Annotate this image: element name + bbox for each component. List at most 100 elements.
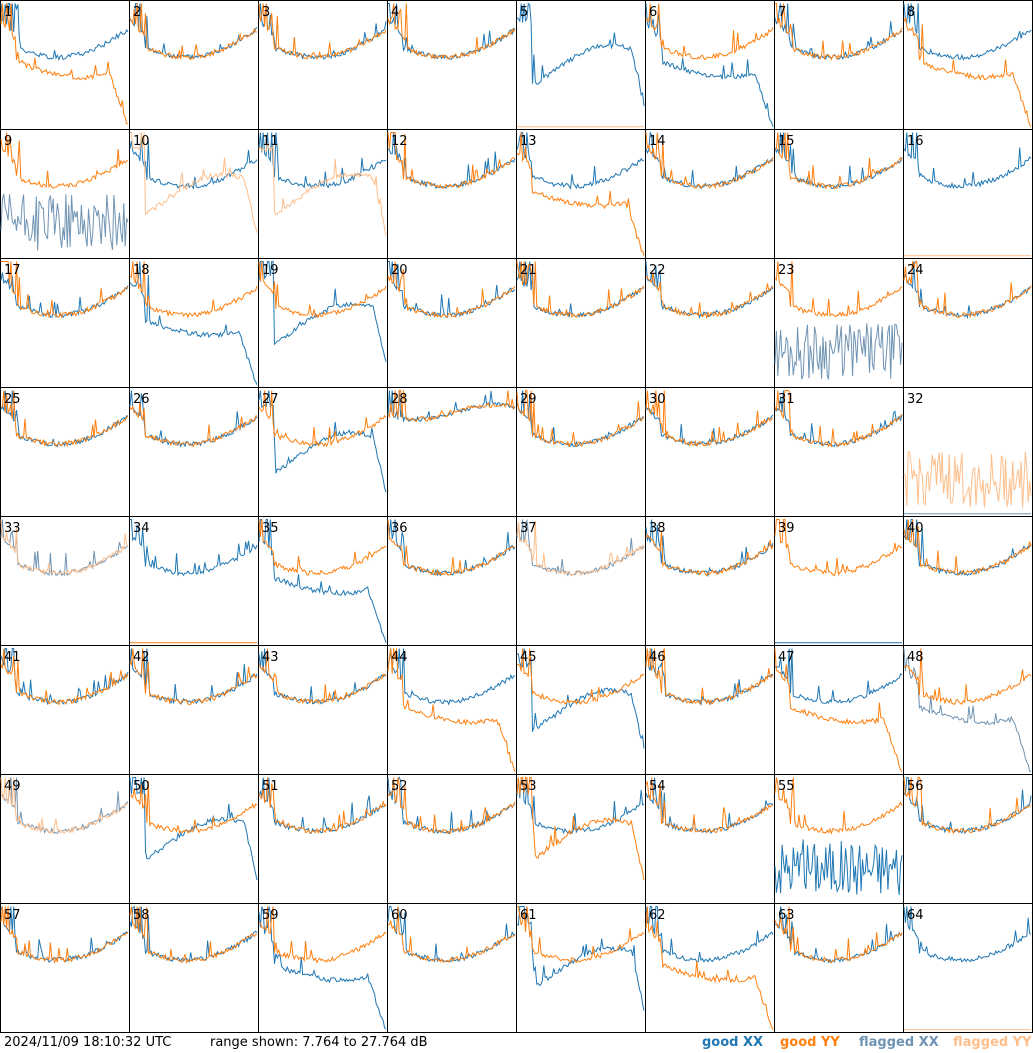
panel-label: 39 — [778, 521, 795, 536]
series-xx-line — [387, 776, 516, 835]
series-yy-line — [387, 519, 516, 576]
series-yy-line — [903, 17, 1032, 127]
panel-label: 23 — [778, 263, 795, 278]
series-yy-line — [0, 3, 129, 125]
series-xx-line — [516, 2, 645, 107]
series-xx-line — [903, 132, 1032, 190]
panel-label: 30 — [649, 392, 666, 407]
panel-11: 11 — [258, 129, 388, 259]
series-xx-line — [0, 272, 129, 319]
series-yy-line — [387, 390, 516, 423]
panel-15: 15 — [774, 129, 904, 259]
series-yy-line — [0, 519, 129, 576]
panel-29: 29 — [516, 387, 646, 517]
range-text: range shown: 7.764 to 27.764 dB — [210, 1035, 428, 1050]
panel-36: 36 — [387, 516, 517, 646]
series-xx-line — [645, 906, 774, 963]
panel-label: 62 — [649, 908, 666, 923]
series-yy-line — [645, 530, 774, 577]
series-yy-line — [258, 261, 387, 319]
series-xx-line — [258, 390, 387, 493]
panel-45: 45 — [516, 645, 646, 775]
series-yy-line — [774, 132, 903, 190]
panel-61: 61 — [516, 903, 646, 1033]
series-yy-line — [258, 519, 387, 576]
series-yy-line — [0, 390, 129, 448]
panel-label: 6 — [649, 5, 657, 20]
series-xx-line — [516, 906, 645, 1011]
series-yy-line — [645, 132, 774, 190]
panel-label: 13 — [520, 134, 537, 149]
panel-62: 62 — [645, 903, 775, 1033]
panel-2: 2 — [129, 0, 259, 130]
panel-25: 25 — [0, 387, 130, 517]
series-xx-line — [387, 390, 516, 423]
series-xx-line — [774, 648, 903, 704]
panel-26: 26 — [129, 387, 259, 517]
panel-47: 47 — [774, 645, 904, 775]
panel-63: 63 — [774, 903, 904, 1033]
panel-label: 26 — [133, 392, 150, 407]
legend-good-xx: good XX — [702, 1033, 763, 1053]
panel-20: 20 — [387, 258, 517, 388]
timestamp: 2024/11/09 18:10:32 UTC — [4, 1035, 172, 1050]
panel-16: 16 — [903, 129, 1033, 259]
series-yy-line — [516, 520, 645, 577]
series-yy-line — [645, 648, 774, 706]
series-yy-line — [516, 777, 645, 881]
series-xx-line — [387, 648, 516, 706]
panel-1: 1 — [0, 0, 130, 130]
panel-label: 60 — [391, 908, 408, 923]
panel-label: 21 — [520, 263, 537, 278]
panel-33: 33 — [0, 516, 130, 646]
series-xx-line — [258, 519, 387, 643]
series-yy-line — [130, 132, 258, 233]
panel-18: 18 — [129, 258, 259, 388]
panel-label: 43 — [262, 650, 279, 665]
series-yy-line — [774, 777, 903, 835]
panel-label: 46 — [649, 650, 666, 665]
panel-frame — [516, 0, 646, 130]
panel-label: 11 — [262, 134, 279, 149]
series-yy-line — [387, 648, 516, 772]
legend-word: flagged — [953, 1035, 1013, 1050]
panel-label: 17 — [4, 263, 21, 278]
legend-word: good — [702, 1035, 743, 1050]
panel-frame — [645, 0, 775, 130]
panel-label: 25 — [4, 392, 21, 407]
series-yy-line — [388, 906, 516, 963]
panel-label: 61 — [520, 908, 537, 923]
panel-label: 50 — [133, 779, 150, 794]
panel-label: 56 — [907, 779, 924, 794]
panel-51: 51 — [258, 774, 388, 904]
legend-good-yy: good YY — [780, 1033, 840, 1053]
series-yy-line — [903, 519, 1032, 576]
panel-42: 42 — [129, 645, 259, 775]
series-yy-line — [0, 777, 129, 835]
panel-label: 19 — [262, 263, 279, 278]
series-xx-line — [258, 261, 387, 362]
legend-word: flagged — [859, 1035, 919, 1050]
panel-9: 9 — [0, 129, 130, 259]
panel-17: 17 — [0, 258, 130, 388]
panel-label: 7 — [778, 5, 786, 20]
series-xx-line — [903, 777, 1032, 835]
panel-12: 12 — [387, 129, 517, 259]
panel-label: 54 — [649, 779, 666, 794]
series-yy-line — [129, 780, 258, 834]
series-xx-line — [258, 132, 387, 189]
panel-43: 43 — [258, 645, 388, 775]
panel-label: 16 — [907, 134, 924, 149]
panel-label: 48 — [907, 650, 924, 665]
panel-label: 27 — [262, 392, 279, 407]
series-xx-line — [129, 390, 258, 448]
panel-label: 28 — [391, 392, 408, 407]
series-xx-line — [388, 3, 516, 60]
series-yy-line — [516, 390, 645, 448]
panel-49: 49 — [0, 774, 130, 904]
series-yy-line — [0, 648, 129, 706]
series-yy-line — [129, 906, 258, 965]
series-yy-line — [1, 261, 129, 319]
series-xx-line — [903, 648, 1032, 773]
